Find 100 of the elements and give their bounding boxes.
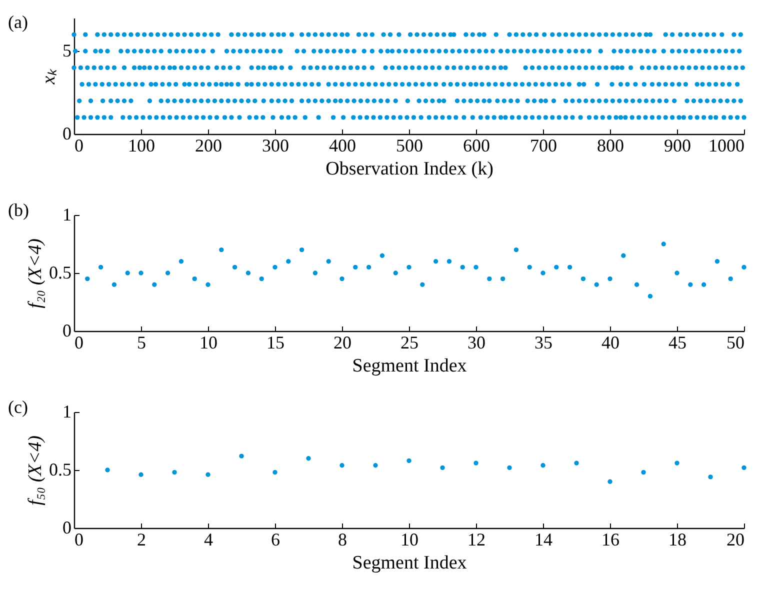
point bbox=[420, 282, 425, 287]
point bbox=[165, 270, 170, 276]
point bbox=[608, 276, 612, 282]
y-tick-label: 1 bbox=[62, 402, 72, 422]
point bbox=[474, 264, 478, 270]
point bbox=[206, 282, 210, 287]
x-tick-label: 900 bbox=[664, 136, 691, 156]
x-tick-label: 700 bbox=[530, 136, 557, 156]
x-tick-label: 50 bbox=[726, 332, 744, 352]
point bbox=[487, 276, 492, 282]
point bbox=[567, 264, 572, 270]
x-axis-title: Observation Index (k) bbox=[326, 158, 494, 180]
point bbox=[514, 247, 519, 252]
point bbox=[527, 264, 532, 270]
point bbox=[366, 264, 372, 270]
chart-title: (b) bbox=[8, 200, 29, 220]
point bbox=[634, 282, 640, 287]
point bbox=[574, 460, 579, 466]
x-tick-label: 4 bbox=[204, 530, 213, 550]
point bbox=[353, 264, 358, 270]
point bbox=[742, 465, 746, 470]
point bbox=[105, 468, 110, 472]
x-tick-label: 16 bbox=[602, 530, 620, 550]
point bbox=[112, 282, 117, 287]
point bbox=[232, 264, 238, 270]
x-tick-label: 20 bbox=[334, 332, 352, 352]
point bbox=[728, 276, 733, 282]
point bbox=[641, 470, 646, 475]
x-tick-label: 600 bbox=[463, 136, 490, 156]
x-tick-label: 8 bbox=[338, 530, 347, 550]
x-tick-label: 100 bbox=[128, 136, 155, 156]
point bbox=[742, 264, 746, 270]
x-axis-title: Segment Index bbox=[352, 356, 468, 376]
chart-title: (a) bbox=[8, 12, 28, 32]
point bbox=[500, 276, 506, 282]
point bbox=[152, 282, 157, 287]
point bbox=[433, 259, 438, 264]
x-tick-label: 1000 bbox=[708, 136, 744, 156]
point bbox=[406, 458, 412, 464]
point bbox=[648, 294, 653, 299]
point bbox=[554, 264, 559, 270]
x-tick-label: 800 bbox=[597, 136, 624, 156]
point bbox=[440, 465, 445, 470]
point bbox=[380, 253, 385, 258]
point bbox=[246, 270, 251, 276]
point bbox=[340, 463, 344, 468]
point bbox=[507, 465, 512, 470]
point bbox=[373, 463, 378, 468]
point bbox=[340, 276, 344, 282]
x-tick-label: 25 bbox=[400, 332, 418, 352]
chart-title: (c) bbox=[8, 397, 28, 417]
x-tick-label: 18 bbox=[668, 530, 686, 550]
x-tick-label: 300 bbox=[262, 136, 289, 156]
point bbox=[406, 264, 412, 270]
point bbox=[138, 270, 144, 276]
point bbox=[540, 463, 546, 468]
point bbox=[674, 270, 680, 276]
x-tick-label: 45 bbox=[668, 332, 686, 352]
y-tick-label: 1 bbox=[62, 204, 72, 224]
point bbox=[446, 259, 452, 264]
point bbox=[594, 282, 599, 287]
point bbox=[206, 472, 210, 477]
point bbox=[621, 253, 626, 258]
point bbox=[393, 270, 398, 276]
point bbox=[286, 259, 291, 264]
x-tick-label: 5 bbox=[137, 332, 146, 352]
point bbox=[326, 259, 331, 264]
point bbox=[239, 454, 244, 458]
x-tick-label: 12 bbox=[468, 530, 486, 550]
x-tick-label: 40 bbox=[602, 332, 620, 352]
x-tick-label: 10 bbox=[400, 530, 418, 550]
point bbox=[312, 270, 318, 276]
point bbox=[98, 264, 104, 270]
point bbox=[125, 270, 130, 276]
point bbox=[714, 259, 720, 264]
x-tick-label: 6 bbox=[271, 530, 280, 550]
point bbox=[259, 276, 264, 282]
point bbox=[708, 474, 713, 480]
point bbox=[138, 472, 144, 477]
point bbox=[172, 470, 177, 475]
point bbox=[85, 276, 90, 282]
point bbox=[474, 460, 478, 466]
point bbox=[178, 259, 184, 264]
x-tick-label: 20 bbox=[726, 530, 744, 550]
y-axis-title: f₂₀ (X<4) bbox=[25, 238, 46, 308]
y-axis-title: f₅₀ (X<4) bbox=[25, 436, 46, 506]
y-tick-label: 0.5 bbox=[49, 460, 72, 480]
point bbox=[219, 247, 224, 252]
point bbox=[674, 460, 680, 466]
point bbox=[272, 264, 278, 270]
x-tick-label: 14 bbox=[534, 530, 552, 550]
x-tick-label: 30 bbox=[468, 332, 486, 352]
point bbox=[608, 479, 612, 484]
point bbox=[192, 276, 197, 282]
point bbox=[272, 470, 278, 475]
point bbox=[661, 242, 666, 246]
y-tick-label: 5 bbox=[62, 40, 72, 61]
x-axis-title: Segment Index bbox=[352, 552, 468, 574]
x-tick-label: 15 bbox=[266, 332, 284, 352]
x-tick-label: 10 bbox=[200, 332, 218, 352]
